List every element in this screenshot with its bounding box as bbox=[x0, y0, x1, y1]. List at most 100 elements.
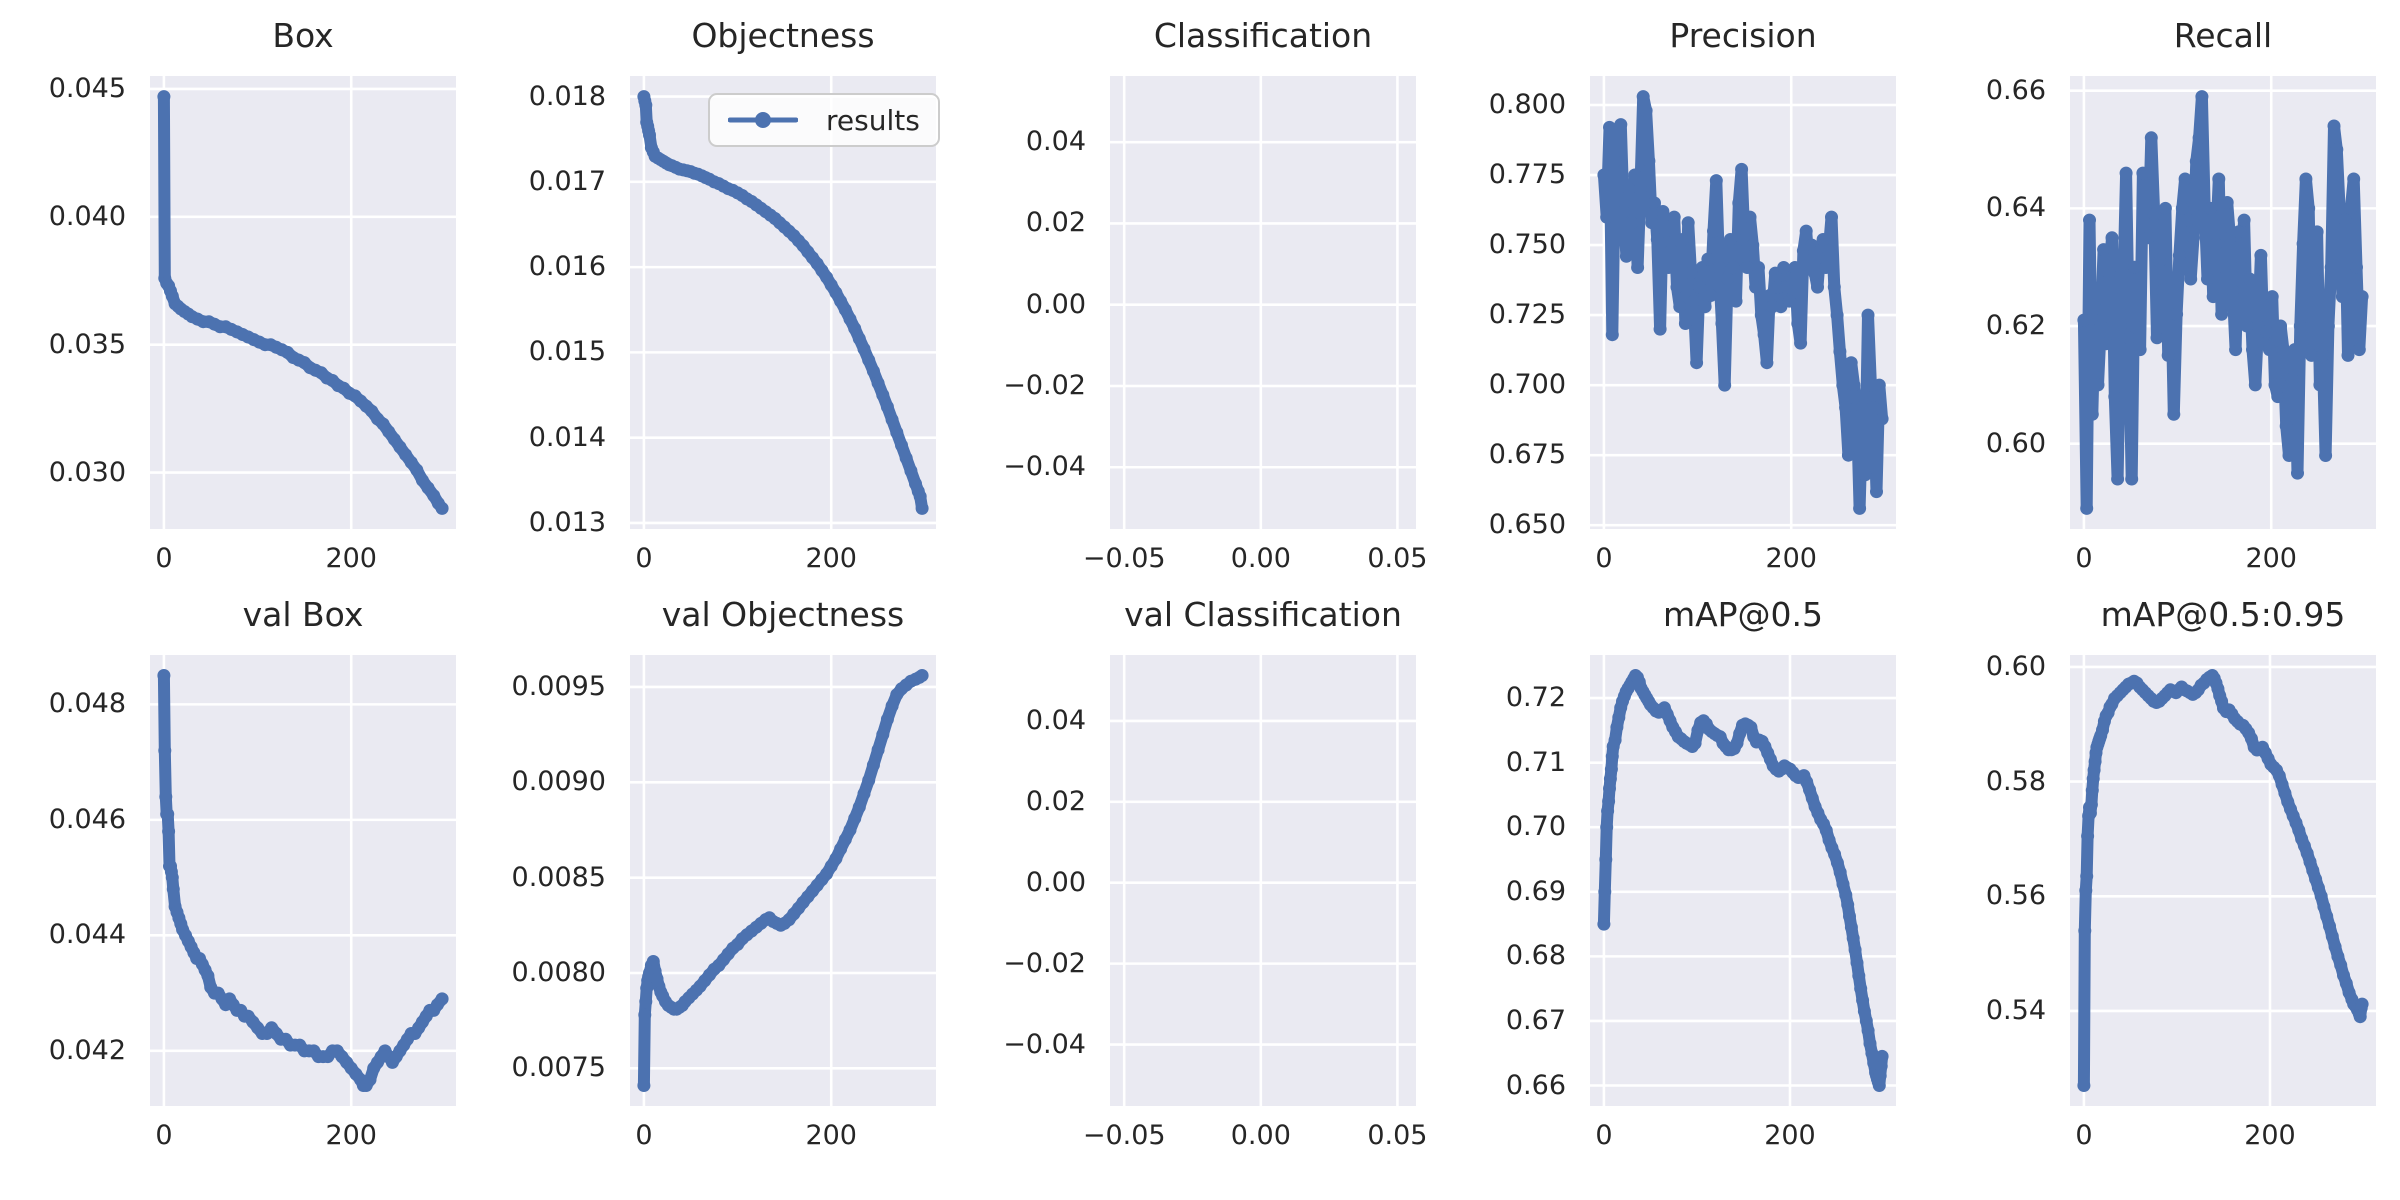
ytick-label: 0.66 bbox=[1505, 1069, 1566, 1101]
xtick-label: 0 bbox=[155, 1120, 173, 1151]
ytick-label: 0.64 bbox=[1985, 192, 2046, 224]
ytick-label: 0.014 bbox=[528, 421, 606, 453]
grid-lines-val-objectness bbox=[630, 655, 936, 1106]
ytick-label: 0.72 bbox=[1505, 682, 1566, 714]
axes-val-classification bbox=[1110, 655, 1416, 1106]
xtick-label: −0.05 bbox=[1082, 1120, 1166, 1151]
ytick-label: 0.60 bbox=[1985, 427, 2046, 459]
grid-lines-val-classification bbox=[1110, 655, 1416, 1106]
ytick-label: 0.0090 bbox=[511, 766, 606, 798]
ytick-label: 0.04 bbox=[1025, 126, 1086, 158]
xtick-label: −0.05 bbox=[1082, 543, 1166, 574]
series-results-val-box bbox=[157, 669, 449, 1092]
xtick-label: 0 bbox=[635, 1120, 653, 1151]
ytick-label: 0.775 bbox=[1488, 159, 1566, 191]
ytick-label: 0.700 bbox=[1488, 369, 1566, 401]
axes-precision bbox=[1590, 76, 1896, 529]
xtick-label: 0.05 bbox=[1367, 543, 1428, 574]
xtick-label: 200 bbox=[805, 1120, 857, 1151]
axes-objectness bbox=[630, 76, 936, 529]
ytick-label: 0.675 bbox=[1488, 439, 1566, 471]
series-results-box bbox=[157, 90, 449, 515]
plot-title-map-05: mAP@0.5 bbox=[1662, 595, 1824, 634]
xtick-label: 0.00 bbox=[1230, 543, 1291, 574]
ytick-label: 0.048 bbox=[48, 688, 126, 720]
ytick-label: 0.750 bbox=[1488, 229, 1566, 261]
ytick-label: 0.042 bbox=[48, 1034, 126, 1066]
ytick-label: 0.60 bbox=[1985, 650, 2046, 682]
series-results-recall bbox=[2077, 90, 2369, 515]
ytick-label: 0.04 bbox=[1025, 704, 1086, 736]
grid-lines-classification bbox=[1110, 76, 1416, 529]
axes-map-05 bbox=[1590, 655, 1896, 1106]
ytick-label: 0.02 bbox=[1025, 785, 1086, 817]
xtick-label: 0 bbox=[155, 543, 173, 574]
ytick-label: 0.016 bbox=[528, 251, 606, 283]
ytick-label: 0.54 bbox=[1985, 994, 2046, 1026]
ytick-label: 0.62 bbox=[1985, 310, 2046, 342]
ytick-label: 0.040 bbox=[48, 200, 126, 232]
ytick-label: 0.0080 bbox=[511, 956, 606, 988]
series-results-map-05-095 bbox=[2077, 669, 2369, 1092]
plot-title-recall: Recall bbox=[2173, 16, 2273, 55]
series-results-map-05 bbox=[1597, 669, 1889, 1092]
xtick-label: 0 bbox=[2075, 1120, 2093, 1151]
ytick-label: 0.725 bbox=[1488, 299, 1566, 331]
xtick-label: 0 bbox=[635, 543, 653, 574]
plot-title-val-box: val Box bbox=[242, 595, 364, 634]
series-results-objectness bbox=[637, 90, 929, 515]
xtick-label: 200 bbox=[2245, 543, 2297, 574]
plot-title-classification: Classification bbox=[1153, 16, 1373, 55]
ytick-label: 0.68 bbox=[1505, 940, 1566, 972]
ytick-label: 0.650 bbox=[1488, 509, 1566, 541]
ytick-label: 0.030 bbox=[48, 456, 126, 488]
xtick-label: 0.05 bbox=[1367, 1120, 1428, 1151]
plot-title-precision: Precision bbox=[1669, 16, 1817, 55]
plot-title-box: Box bbox=[272, 16, 334, 55]
ytick-label: −0.02 bbox=[1003, 947, 1086, 979]
ytick-label: 0.800 bbox=[1488, 88, 1566, 120]
ytick-label: 0.58 bbox=[1985, 765, 2046, 797]
ytick-label: 0.0095 bbox=[511, 670, 606, 702]
plot-title-map-05-095: mAP@0.5:0.95 bbox=[2100, 595, 2346, 634]
ytick-label: 0.56 bbox=[1985, 880, 2046, 912]
ytick-label: −0.04 bbox=[1003, 451, 1086, 483]
ytick-label: 0.015 bbox=[528, 336, 606, 368]
xtick-label: 0 bbox=[2075, 543, 2093, 574]
legend-line-sample bbox=[728, 112, 798, 128]
ytick-label: 0.67 bbox=[1505, 1004, 1566, 1036]
xtick-label: 200 bbox=[2244, 1120, 2296, 1151]
ytick-label: 0.00 bbox=[1025, 866, 1086, 898]
legend-label: results bbox=[826, 103, 920, 137]
series-results-val-objectness bbox=[637, 669, 929, 1092]
xtick-label: 200 bbox=[1764, 1120, 1816, 1151]
xtick-label: 200 bbox=[1765, 543, 1817, 574]
plot-title-val-classification: val Classification bbox=[1124, 595, 1402, 634]
ytick-label: 0.66 bbox=[1985, 74, 2046, 106]
series-results-precision bbox=[1597, 90, 1889, 515]
ytick-label: 0.00 bbox=[1025, 288, 1086, 320]
ytick-label: 0.0075 bbox=[511, 1052, 606, 1084]
ytick-label: 0.70 bbox=[1505, 811, 1566, 843]
ytick-label: 0.035 bbox=[48, 328, 126, 360]
legend: results bbox=[708, 93, 940, 147]
ytick-label: 0.046 bbox=[48, 803, 126, 835]
xtick-label: 200 bbox=[805, 543, 857, 574]
axes-recall bbox=[2070, 76, 2376, 529]
ytick-label: −0.02 bbox=[1003, 369, 1086, 401]
ytick-label: 0.045 bbox=[48, 72, 126, 104]
plot-title-val-objectness: val Objectness bbox=[661, 595, 905, 634]
ytick-label: 0.0085 bbox=[511, 861, 606, 893]
axes-classification bbox=[1110, 76, 1416, 529]
axes-val-objectness bbox=[630, 655, 936, 1106]
ytick-label: 0.013 bbox=[528, 506, 606, 538]
xtick-label: 200 bbox=[325, 543, 377, 574]
plot-title-objectness: Objectness bbox=[691, 16, 875, 55]
xtick-label: 0 bbox=[1595, 1120, 1613, 1151]
ytick-label: 0.018 bbox=[528, 80, 606, 112]
axes-box bbox=[150, 76, 456, 529]
ytick-label: 0.017 bbox=[528, 165, 606, 197]
axes-val-box bbox=[150, 655, 456, 1106]
ytick-label: 0.69 bbox=[1505, 875, 1566, 907]
ytick-label: −0.04 bbox=[1003, 1028, 1086, 1060]
